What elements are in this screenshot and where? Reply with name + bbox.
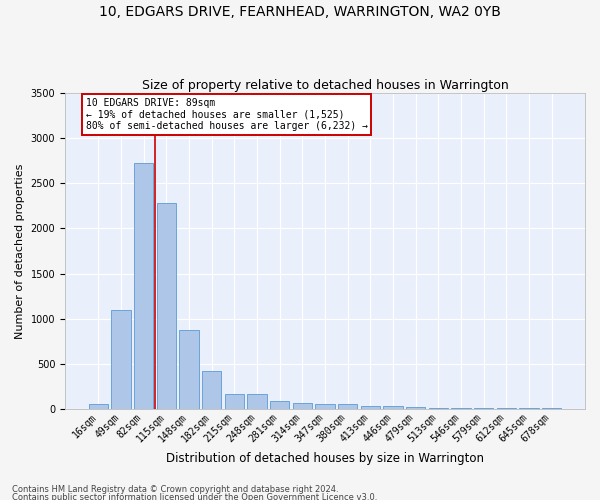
Y-axis label: Number of detached properties: Number of detached properties — [15, 164, 25, 338]
Bar — [338, 404, 358, 409]
Bar — [293, 403, 312, 409]
Bar — [202, 371, 221, 409]
Bar — [134, 162, 153, 409]
Title: Size of property relative to detached houses in Warrington: Size of property relative to detached ho… — [142, 79, 508, 92]
Bar — [383, 406, 403, 409]
Bar — [361, 406, 380, 409]
Bar — [157, 203, 176, 409]
Bar — [179, 330, 199, 409]
Bar — [429, 408, 448, 409]
Text: 10, EDGARS DRIVE, FEARNHEAD, WARRINGTON, WA2 0YB: 10, EDGARS DRIVE, FEARNHEAD, WARRINGTON,… — [99, 5, 501, 19]
Bar — [224, 394, 244, 409]
Text: Contains public sector information licensed under the Open Government Licence v3: Contains public sector information licen… — [12, 492, 377, 500]
Bar — [406, 406, 425, 409]
Bar — [247, 394, 266, 409]
Bar — [112, 310, 131, 409]
Bar — [270, 401, 289, 409]
Bar — [316, 404, 335, 409]
Bar — [89, 404, 108, 409]
Text: 10 EDGARS DRIVE: 89sqm
← 19% of detached houses are smaller (1,525)
80% of semi-: 10 EDGARS DRIVE: 89sqm ← 19% of detached… — [86, 98, 368, 131]
Bar — [451, 408, 470, 409]
X-axis label: Distribution of detached houses by size in Warrington: Distribution of detached houses by size … — [166, 452, 484, 465]
Text: Contains HM Land Registry data © Crown copyright and database right 2024.: Contains HM Land Registry data © Crown c… — [12, 486, 338, 494]
